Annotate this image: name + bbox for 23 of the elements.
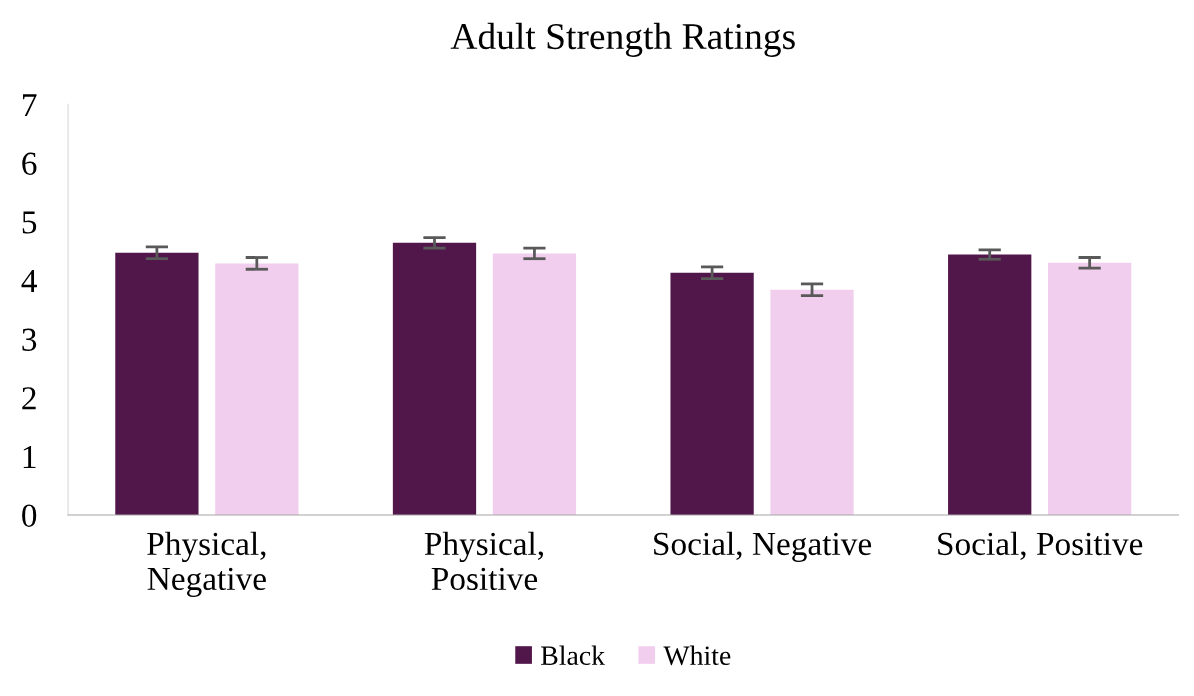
x-tick-label: Physical, Negative bbox=[147, 531, 266, 597]
y-tick-label: 2 bbox=[22, 387, 36, 410]
bar bbox=[392, 242, 477, 516]
y-tick-label: 6 bbox=[22, 152, 37, 175]
y-tick-label: 4 bbox=[21, 270, 37, 292]
x-tick-label: Social, Negative bbox=[654, 531, 872, 563]
bar bbox=[948, 254, 1032, 516]
bar bbox=[770, 289, 854, 516]
y-tick-label: 0 bbox=[22, 504, 37, 527]
y-tick-label: 1 bbox=[23, 445, 36, 468]
bar bbox=[115, 252, 199, 516]
y-tick-label: 7 bbox=[23, 94, 37, 116]
y-tick-label: 5 bbox=[22, 211, 37, 234]
x-tick-label: Physical, Positive bbox=[424, 531, 544, 591]
x-tick-label: Social, Positive bbox=[938, 531, 1143, 560]
y-tick-label: 3 bbox=[22, 328, 37, 351]
bar bbox=[670, 272, 754, 516]
legend-label: Black bbox=[541, 645, 606, 666]
bar bbox=[215, 263, 299, 516]
bar bbox=[492, 253, 577, 516]
legend-label: White bbox=[663, 645, 731, 666]
bar bbox=[1048, 262, 1132, 516]
chart-title: Adult Strength Ratings bbox=[450, 22, 795, 57]
